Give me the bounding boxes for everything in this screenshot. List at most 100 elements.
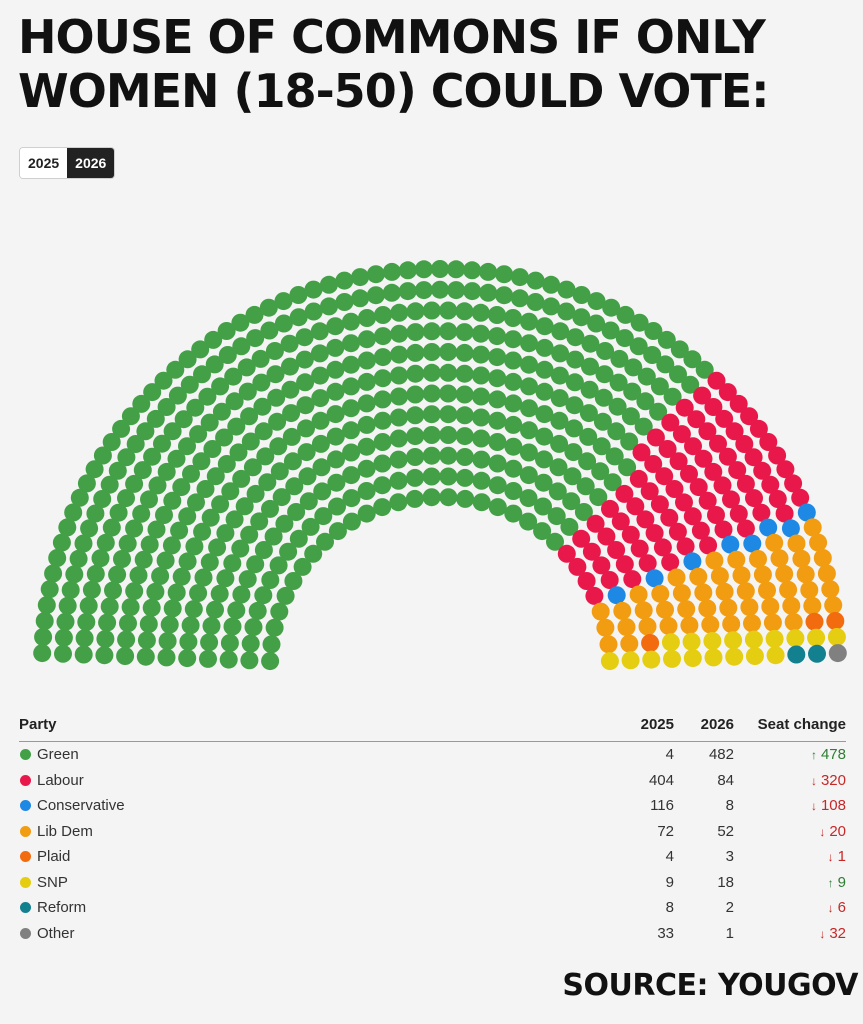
seat-dot-green: [342, 355, 360, 374]
seat-dot-lib-dem: [715, 582, 734, 601]
year-2025-button[interactable]: 2025: [20, 148, 68, 178]
seat-dot-green: [70, 488, 89, 507]
seat-dot-green: [75, 629, 94, 648]
seat-dot-labour: [577, 572, 596, 590]
arrow-down-icon: ↓: [827, 850, 834, 865]
seat-dot-green: [246, 329, 265, 348]
seat-dot-green: [248, 601, 267, 620]
seat-dot-lib-dem: [736, 582, 755, 601]
seat-dot-green: [488, 498, 507, 517]
seat-dot-green: [254, 541, 273, 559]
seat-dot-green: [620, 432, 639, 451]
seats-2025-cell: 33: [657, 924, 674, 942]
seat-dot-green: [572, 286, 591, 304]
seat-dot-green: [683, 350, 702, 369]
seat-dot-lib-dem: [813, 549, 832, 567]
seat-dot-green: [154, 371, 173, 390]
seat-dot-labour: [715, 409, 734, 428]
seat-dot-green: [504, 504, 523, 523]
seat-dot-labour: [646, 428, 665, 447]
seat-dot-lib-dem: [651, 584, 670, 603]
seat-dot-labour: [709, 434, 727, 453]
seat-dot-lib-dem: [770, 549, 789, 568]
seats-2026-cell: 8: [725, 797, 734, 815]
seat-dot-green: [246, 484, 265, 503]
seat-dot-green: [472, 408, 491, 427]
seat-dot-green: [259, 298, 278, 317]
seat-dot-green: [510, 268, 529, 287]
seat-dot-green: [550, 389, 569, 408]
year-2026-button[interactable]: 2026: [67, 148, 115, 178]
seat-dot-labour: [629, 469, 648, 488]
seat-dot-labour: [630, 539, 649, 558]
seat-dot-green: [581, 334, 600, 353]
seat-dot-green: [579, 404, 598, 423]
seat-dot-labour: [740, 407, 759, 426]
seat-dot-green: [310, 344, 329, 363]
party-name: Labour: [37, 771, 84, 789]
seat-dot-green: [563, 467, 582, 486]
seat-dot-labour: [600, 571, 619, 589]
table-row: Conservative 116 8 ↓ 108: [19, 793, 846, 819]
seat-dot-labour: [749, 419, 768, 438]
seat-dot-green: [146, 582, 165, 601]
seat-dot-green: [132, 394, 151, 413]
seat-dot-green: [296, 396, 315, 415]
seat-dot-lib-dem: [672, 584, 691, 603]
seat-dot-snp: [704, 648, 723, 667]
seat-dot-green: [405, 489, 424, 508]
seat-dot-green: [157, 398, 176, 416]
seat-dot-green: [35, 612, 54, 630]
seat-dot-green: [244, 618, 263, 637]
seat-dot-green: [86, 564, 105, 583]
seat-dot-labour: [585, 586, 604, 605]
seat-dot-green: [298, 467, 317, 486]
seat-dot-other: [828, 644, 847, 663]
seat-dot-green: [74, 645, 93, 664]
seat-dot-green: [422, 384, 441, 403]
seat-dot-green: [196, 480, 215, 498]
seat-dot-snp: [765, 629, 784, 648]
seat-dot-lib-dem: [638, 617, 657, 636]
seat-dot-green: [224, 367, 243, 386]
seat-dot-reform: [808, 644, 826, 663]
seat-dot-labour: [611, 512, 630, 531]
seat-dot-labour: [707, 506, 725, 524]
seat-dot-green: [406, 448, 425, 466]
seat-change-value: 9: [837, 873, 846, 891]
seat-dot-conservative: [607, 586, 626, 605]
seat-dot-green: [77, 613, 96, 631]
seat-dot-green: [166, 360, 185, 379]
seat-dot-lib-dem: [763, 613, 782, 632]
seats-2025-cell: 72: [657, 822, 674, 840]
seat-dot-green: [455, 427, 474, 446]
seat-dot-labour: [660, 508, 679, 527]
seat-dot-plaid: [805, 612, 824, 631]
seat-change-value: 32: [829, 924, 846, 942]
seat-dot-green: [472, 366, 490, 385]
seat-dot-green: [603, 473, 622, 492]
seat-dot-green: [216, 524, 235, 543]
seat-change-cell: ↓ 1: [734, 844, 846, 870]
seat-dot-green: [167, 449, 186, 468]
seat-dot-green: [342, 312, 360, 331]
seat-dot-green: [310, 322, 329, 341]
seat-dot-green: [48, 549, 67, 567]
seat-dot-green: [148, 476, 167, 495]
seat-dot-labour: [615, 555, 634, 574]
seat-dot-green: [535, 338, 554, 357]
seat-dot-green: [551, 322, 570, 341]
seat-dot-labour: [644, 455, 663, 473]
seat-dot-green: [535, 405, 554, 424]
seat-dot-labour: [645, 524, 664, 543]
seat-dot-green: [311, 389, 330, 408]
seat-dot-snp: [600, 652, 619, 671]
seat-dot-labour: [775, 504, 794, 523]
seat-dot-labour: [704, 462, 723, 481]
seat-dot-green: [373, 454, 392, 473]
seat-dot-green: [542, 275, 561, 294]
seat-dot-green: [245, 305, 264, 324]
seat-dot-labour: [761, 475, 780, 494]
seat-dot-green: [593, 412, 612, 431]
seat-dot-green: [142, 598, 161, 617]
